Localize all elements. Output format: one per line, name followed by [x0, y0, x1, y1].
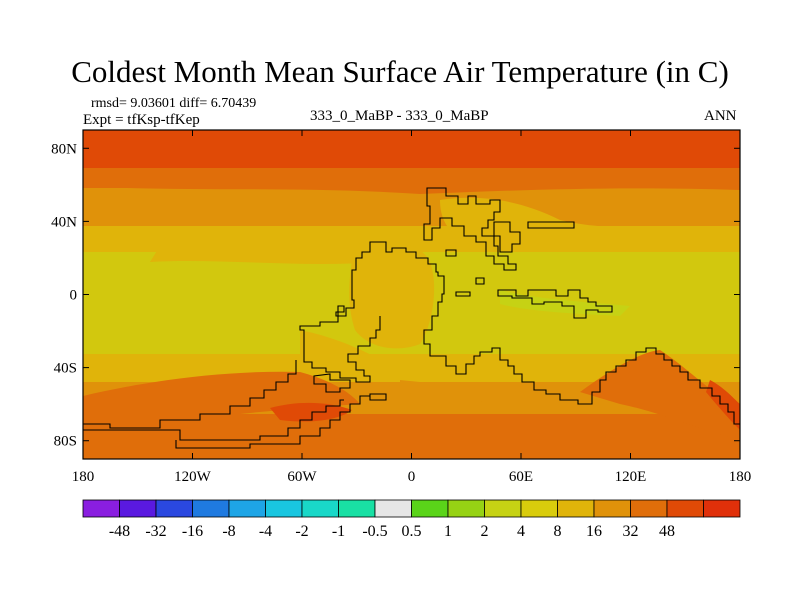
y-tick-label: 40S: [54, 361, 77, 377]
season-label: ANN: [704, 108, 737, 124]
coastlines: [83, 187, 740, 449]
colorbar-swatch: [82, 499, 120, 518]
colorbar-swatch: [593, 499, 631, 518]
colorbar-swatch: [228, 499, 266, 518]
y-tick-label: 80N: [51, 141, 77, 157]
colorbar-swatch: [119, 499, 157, 518]
colorbar-swatch: [703, 499, 741, 518]
colorbar-label: 0.5: [402, 523, 422, 540]
x-tick-label: 0: [408, 469, 416, 485]
experiment-label: Expt = tfKsp-tfKep: [83, 112, 200, 128]
x-tick-label: 60W: [287, 469, 317, 485]
map-fill: [83, 130, 740, 459]
stats-label: rmsd= 9.03601 diff= 6.70439: [91, 96, 257, 111]
colorbar-label: 4: [517, 523, 525, 540]
x-tick-label: 180: [72, 469, 95, 485]
colorbar-swatch: [338, 499, 376, 518]
chart-title: Coldest Month Mean Surface Air Temperatu…: [71, 54, 729, 89]
y-tick-label: 40N: [51, 214, 77, 230]
colorbar-label: -16: [182, 523, 203, 540]
y-tick-label: 0: [70, 288, 78, 304]
colorbar-label: -2: [295, 523, 308, 540]
colorbar-label: 8: [554, 523, 562, 540]
colorbar-label: -48: [109, 523, 130, 540]
colorbar-label: 16: [586, 523, 602, 540]
colorbar-swatch: [155, 499, 193, 518]
colorbar-swatch: [374, 499, 412, 518]
colorbar-label: -0.5: [362, 523, 387, 540]
colorbar-swatch: [557, 499, 595, 518]
colorbar-swatch: [411, 499, 449, 518]
colorbar-swatch: [520, 499, 558, 518]
x-tick-label: 60E: [509, 469, 533, 485]
x-axis: 180 120W 60W 0 60E 120E 180: [72, 130, 752, 485]
y-tick-label: 80S: [54, 434, 77, 450]
colorbar-swatch: [301, 499, 339, 518]
colorbar-swatch: [666, 499, 704, 518]
colorbar-swatch: [265, 499, 303, 518]
y-axis: 80N 40N 0 40S 80S: [51, 141, 740, 450]
colorbar-label: 1: [444, 523, 452, 540]
colorbar-swatch: [447, 499, 485, 518]
colorbar-label: 2: [481, 523, 489, 540]
case-label: 333_0_MaBP - 333_0_MaBP: [310, 108, 489, 124]
colorbar: -48 -32 -16 -8 -4 -2 -1 -0.5 0.5 1 2 4 8 16 32 48: [82, 499, 741, 540]
x-tick-label: 120E: [615, 469, 647, 485]
colorbar-swatch: [630, 499, 668, 518]
colorbar-label: 32: [623, 523, 639, 540]
colorbar-swatch: [484, 499, 522, 518]
x-tick-label: 120W: [174, 469, 212, 485]
colorbar-label: -1: [332, 523, 345, 540]
colorbar-label: 48: [659, 523, 675, 540]
colorbar-label: -8: [222, 523, 235, 540]
colorbar-swatch: [192, 499, 230, 518]
colorbar-label: -4: [259, 523, 272, 540]
x-tick-label: 180: [729, 469, 752, 485]
colorbar-label: -32: [145, 523, 166, 540]
